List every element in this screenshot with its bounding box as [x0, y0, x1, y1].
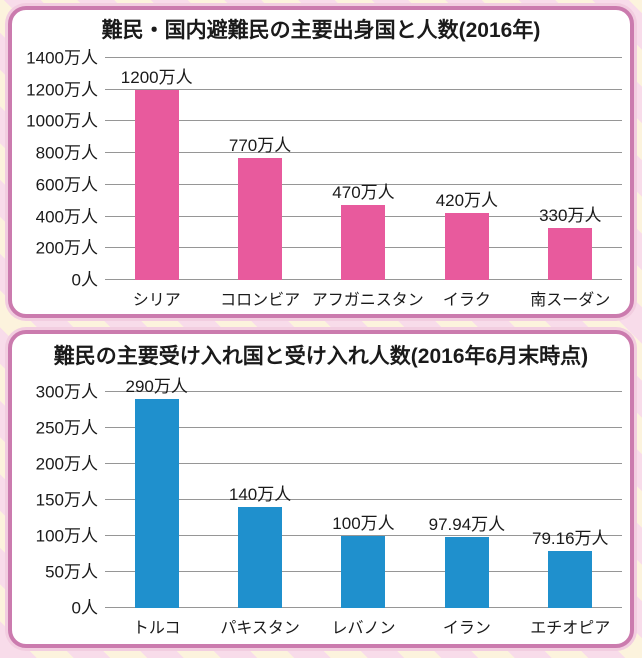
- bar-column: 97.94万人: [415, 392, 518, 608]
- gridline: [105, 88, 622, 90]
- chart-title: 難民の主要受け入れ国と受け入れ人数(2016年6月末時点): [53, 345, 589, 368]
- y-tick-label: 0人: [71, 270, 98, 290]
- gridline: [105, 152, 622, 154]
- gridline: [105, 57, 622, 58]
- y-tick-label: 1200万人: [26, 80, 98, 100]
- x-category-label: アフガニスタン: [311, 292, 424, 309]
- x-category-label: イラン: [442, 620, 491, 637]
- x-category-label: シリア: [132, 292, 181, 309]
- y-tick-label: 200万人: [35, 454, 98, 474]
- bar: [134, 89, 179, 280]
- bar-column: 330万人: [519, 58, 622, 280]
- bar-value-label: 1200万人: [120, 67, 193, 87]
- gridline: [105, 463, 622, 465]
- bar-value-label: 140万人: [228, 485, 292, 505]
- y-tick-label: 300万人: [35, 382, 98, 402]
- bar: [341, 536, 386, 608]
- bar-column: 420万人: [415, 58, 518, 280]
- gridline: [105, 535, 622, 537]
- bar-column: 470万人: [312, 58, 415, 280]
- bar-value-label: 330万人: [539, 205, 602, 225]
- bar-column: 140万人: [208, 392, 311, 608]
- bar-column: 79.16万人: [519, 392, 622, 608]
- gridline: [105, 183, 622, 185]
- y-tick-label: 200万人: [35, 238, 98, 258]
- bar-value-label: 79.16万人: [532, 529, 609, 549]
- chart-title: 難民・国内避難民の主要出身国と人数(2016年): [101, 19, 541, 42]
- y-tick-label: 150万人: [35, 490, 98, 510]
- y-tick-label: 50万人: [45, 562, 98, 582]
- y-tick-label: 250万人: [35, 418, 98, 438]
- y-tick-label: 0人: [71, 598, 98, 618]
- x-category-label: イラク: [442, 292, 491, 309]
- bar: [134, 399, 179, 608]
- y-tick-label: 800万人: [35, 143, 98, 163]
- y-tick-label: 400万人: [35, 207, 98, 227]
- origin-countries-chart-card: 難民・国内避難民の主要出身国と人数(2016年) 0人 200万人 400万人 600…: [8, 6, 634, 318]
- gridline: [105, 499, 622, 500]
- bar: [444, 213, 489, 280]
- bar: [548, 227, 593, 280]
- y-tick-label: 100万人: [35, 526, 98, 546]
- x-category-label: コロンビア: [220, 292, 301, 309]
- gridline: [105, 427, 622, 428]
- x-category-label: パキスタン: [220, 620, 300, 637]
- bar-value-label: 290万人: [125, 377, 188, 397]
- bar-value-label: 420万人: [435, 191, 499, 211]
- x-category-label: 南スーダン: [530, 292, 611, 309]
- bar-column: 100万人: [312, 392, 415, 608]
- bar-value-label: 97.94万人: [428, 515, 506, 535]
- bar: [341, 205, 386, 280]
- plot-area: 0人 50万人 100万人 150万人 200万人 250万人 300万人 290万人トルコ 1…: [36, 377, 622, 637]
- bar: [548, 551, 593, 608]
- plot-area: 0人 200万人 400万人 600万人 800万人 1000万人 1200万人 1400万人…: [26, 50, 622, 309]
- x-category-label: レバノン: [331, 620, 396, 637]
- bar-value-label: 770万人: [228, 135, 292, 155]
- x-category-label: エチオピア: [530, 620, 611, 637]
- gridline: [105, 391, 622, 392]
- bar-column: 1200万人: [105, 58, 208, 280]
- bar: [238, 157, 283, 280]
- bar: [238, 507, 283, 608]
- gridline: [105, 120, 622, 122]
- bar-column: 290万人: [105, 377, 208, 608]
- bar-column: 770万人: [208, 58, 311, 280]
- bar-value-label: 470万人: [332, 183, 395, 203]
- bar: [444, 537, 489, 608]
- y-tick-label: 600万人: [35, 175, 98, 195]
- y-tick-label: 1000万人: [26, 111, 98, 131]
- x-category-label: トルコ: [132, 620, 181, 637]
- host-countries-chart-card: 難民の主要受け入れ国と受け入れ人数(2016年6月末時点) 0人 50万人 100万…: [8, 330, 634, 648]
- y-tick-label: 1400万人: [26, 48, 98, 68]
- bar-value-label: 100万人: [332, 514, 395, 534]
